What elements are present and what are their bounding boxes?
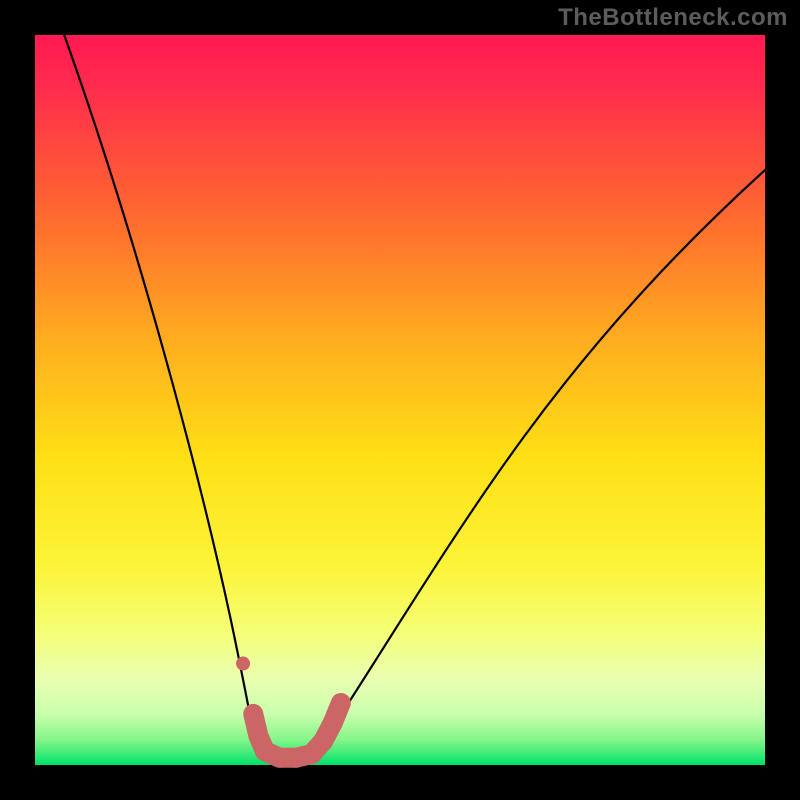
marker-point — [313, 731, 333, 751]
marker-point — [236, 657, 250, 671]
marker-point — [323, 713, 343, 733]
chart-stage: TheBottleneck.com — [0, 0, 800, 800]
marker-point — [244, 705, 262, 723]
plot-background — [35, 35, 765, 765]
watermark-label: TheBottleneck.com — [558, 4, 788, 32]
chart-svg — [0, 0, 800, 800]
marker-point — [332, 694, 350, 712]
